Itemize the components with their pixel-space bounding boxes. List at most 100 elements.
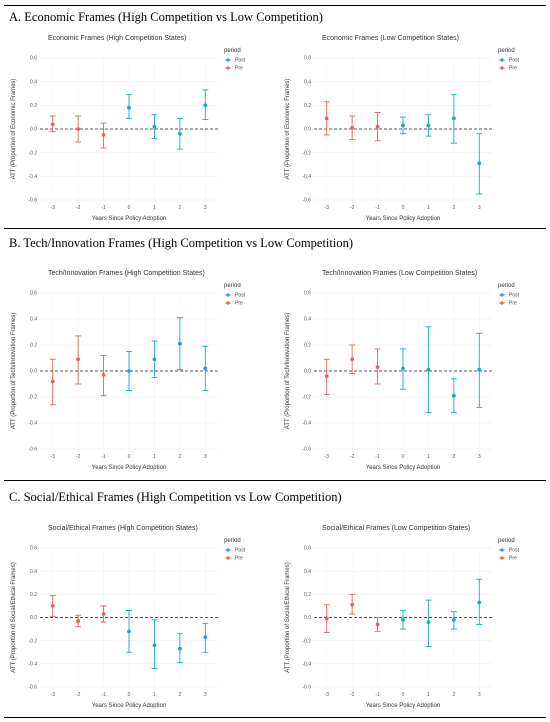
chart-2-0-y-tick-label: -0.2 <box>28 638 37 644</box>
chart-0-0-point-estimate <box>177 131 182 136</box>
chart-1-0-y-tick-label: 0.4 <box>30 317 37 323</box>
chart-1-1-y-tick-label: 0.4 <box>304 317 311 323</box>
chart-1-1-x-tick-label: 2 <box>452 454 455 460</box>
chart-0-1-pre-point <box>349 115 356 141</box>
chart-1-0-y-tick-label: -0.6 <box>28 447 37 453</box>
chart-0-0-legend-key-dot <box>226 66 230 70</box>
chart-1-0-point-estimate <box>203 366 208 371</box>
chart-0-1-post-point <box>400 116 406 135</box>
chart-2-1-legend-label-pre: Pre <box>509 556 517 562</box>
chart-2-1-point-estimate <box>350 602 355 607</box>
chart-2-0-legend-title: period <box>224 538 241 544</box>
chart-0-1-y-axis-label: ATT (Proportion of Economic Frames) <box>285 79 291 180</box>
chart-2-1-post-point <box>450 611 457 630</box>
chart-0-0-title: Economic Frames (High Competition States… <box>48 35 187 42</box>
chart-1-1-post-point <box>425 326 432 414</box>
chart-1-1-x-tick-label: -2 <box>350 454 355 460</box>
bottom-rule <box>4 717 546 718</box>
chart-2-0-y-tick-label: -0.4 <box>28 662 37 668</box>
social-high-competition-chart: Social/Ethical Frames (High Competition … <box>11 525 246 709</box>
chart-0-1-x-tick-label: -2 <box>350 205 355 211</box>
chart-1-0-point-estimate <box>50 379 55 384</box>
section-title-a: A. Economic Frames (High Competition vs … <box>9 10 323 24</box>
chart-1-1-point-estimate <box>350 357 355 362</box>
chart-0-0-y-tick-label: 0.6 <box>30 56 37 62</box>
chart-1-1-legend-key-dot <box>500 301 504 305</box>
chart-0-1-post-point <box>476 133 483 195</box>
chart-0-1-point-estimate <box>426 123 431 128</box>
chart-0-0-legend-label-pre: Pre <box>235 66 243 72</box>
chart-0-1-x-tick-label: 2 <box>452 205 455 211</box>
chart-0-1-y-tick-label: 0.0 <box>304 127 311 133</box>
chart-0-1-legend-label-pre: Pre <box>509 66 517 72</box>
chart-0-1-y-tick-label: 0.2 <box>304 103 311 109</box>
chart-2-1-y-tick-label: -0.2 <box>302 638 311 644</box>
chart-1-0-y-tick-label: -0.4 <box>28 421 37 427</box>
chart-2-1-y-tick-label: -0.4 <box>302 662 311 668</box>
chart-1-0-post-point <box>202 345 209 391</box>
chart-2-1-x-tick-label: 0 <box>402 692 405 698</box>
chart-0-0-post-point <box>126 94 132 119</box>
chart-2-0-y-axis-label: ATT (Proportion of Social/Ethical Frames… <box>11 562 17 672</box>
chart-2-0-x-tick-label: 2 <box>178 692 181 698</box>
chart-1-1-x-tick-label: 0 <box>402 454 405 460</box>
chart-0-1-y-tick-label: 0.6 <box>304 56 311 62</box>
chart-2-0-y-tick-label: 0.2 <box>30 592 37 598</box>
chart-2-0-x-tick-label: 1 <box>153 692 156 698</box>
chart-0-0-y-tick-label: 0.0 <box>30 127 37 133</box>
chart-0-1-point-estimate <box>477 161 482 166</box>
chart-1-1-pre-point <box>349 344 356 375</box>
chart-2-1-point-estimate <box>401 617 405 622</box>
chart-2-1-point-estimate <box>324 616 329 621</box>
chart-2-0-x-tick-label: 0 <box>128 692 131 698</box>
chart-1-0-x-tick-label: -3 <box>50 454 55 460</box>
chart-1-1-y-axis-label: ATT (Proportion of Tech/Innovation Frame… <box>285 313 291 429</box>
chart-1-0-legend-title: period <box>224 283 241 289</box>
chart-1-1-y-tick-label: -0.4 <box>302 421 311 427</box>
chart-1-1-y-tick-label: 0.0 <box>304 369 311 375</box>
chart-1-1-x-tick-label: 1 <box>427 454 430 460</box>
chart-0-1-title: Economic Frames (Low Competition States) <box>322 35 459 42</box>
chart-2-0-x-tick-label: 3 <box>204 692 207 698</box>
chart-1-0-point-estimate <box>127 369 131 373</box>
chart-1-0-pre-point <box>100 354 107 397</box>
chart-0-1-legend-key-dot <box>500 66 504 70</box>
chart-0-0-legend-label-post: Post <box>235 58 246 64</box>
chart-2-0-y-tick-label: 0.4 <box>30 569 37 575</box>
section-title-b: B. Tech/Innovation Frames (High Competit… <box>9 236 354 250</box>
chart-1-0-legend-key-dot <box>226 293 230 297</box>
chart-1-1-y-tick-label: -0.6 <box>302 447 311 453</box>
chart-1-1-pre-point <box>323 358 330 395</box>
chart-2-1-x-tick-label: -2 <box>350 692 355 698</box>
chart-0-1-y-tick-label: -0.6 <box>302 198 311 204</box>
chart-2-0-point-estimate <box>127 629 131 634</box>
chart-1-0-legend-label-pre: Pre <box>235 301 243 307</box>
chart-0-0-pre-point <box>75 115 82 143</box>
chart-1-0-x-tick-label: 3 <box>204 454 207 460</box>
chart-0-1-x-tick-label: 1 <box>427 205 430 211</box>
chart-1-0-y-tick-label: 0.2 <box>30 343 37 349</box>
chart-0-1-point-estimate <box>375 124 380 129</box>
chart-1-0-x-axis-label: Years Since Policy Adoption <box>92 465 167 471</box>
chart-1-0-y-tick-label: -0.2 <box>28 395 37 401</box>
chart-0-1-x-tick-label: 3 <box>478 205 481 211</box>
chart-1-1-post-point <box>450 378 457 414</box>
social-low-competition-chart: Social/Ethical Frames (Low Competition S… <box>285 525 520 709</box>
chart-0-0-point-estimate <box>50 122 55 127</box>
chart-2-0-x-tick-label: -1 <box>101 692 106 698</box>
chart-2-0-point-estimate <box>152 643 157 648</box>
chart-0-1-point-estimate <box>350 125 355 130</box>
tech-high-competition-chart: Tech/Innovation Frames (High Competition… <box>11 270 246 471</box>
chart-0-0-y-tick-label: 0.2 <box>30 103 37 109</box>
tech-low-competition-chart: Tech/Innovation Frames (Low Competition … <box>285 270 520 471</box>
chart-0-1-y-tick-label: -0.2 <box>302 150 311 156</box>
chart-1-0-legend-label-post: Post <box>235 293 246 299</box>
chart-0-1-pre-point <box>374 111 381 142</box>
chart-0-1-point-estimate <box>451 116 456 121</box>
chart-1-1-y-tick-label: 0.2 <box>304 343 311 349</box>
chart-2-1-post-point <box>400 610 406 630</box>
chart-2-0-point-estimate <box>76 619 81 623</box>
chart-0-1-point-estimate <box>401 123 405 128</box>
chart-0-0-x-tick-label: -3 <box>50 205 55 211</box>
chart-1-0-pre-point <box>49 358 56 406</box>
